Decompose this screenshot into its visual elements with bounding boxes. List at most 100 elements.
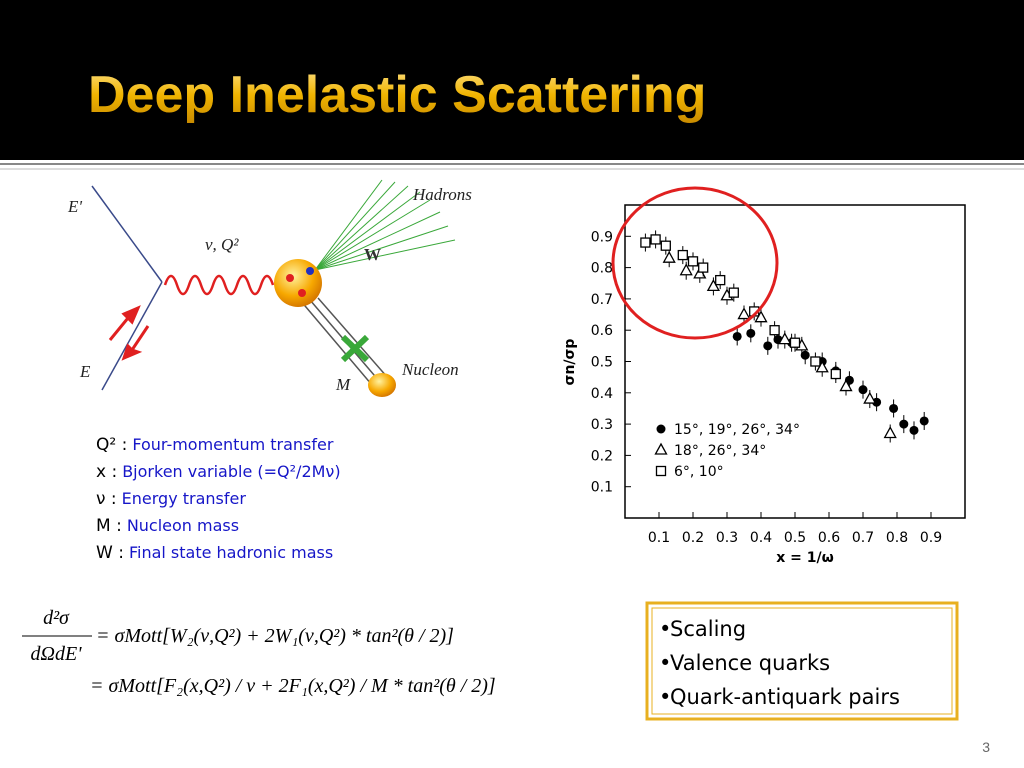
arrow (121, 325, 150, 361)
definition-text: Four-momentum transfer (132, 435, 334, 454)
data-point (872, 397, 882, 407)
y-tick-label: 0.5 (591, 355, 613, 371)
x-tick-label: 0.8 (886, 530, 908, 546)
x-tick-label: 0.4 (750, 530, 772, 546)
slide-title: Deep Inelastic Scattering (88, 66, 706, 124)
diagram-label: Hadrons (412, 185, 472, 204)
bullet-text: Valence quarks (670, 651, 830, 675)
definition-text: Energy transfer (122, 489, 247, 508)
chart: 0.1 0.2 0.3 0.4 0.5 0.6 0.7 0.8 0.9 0.1 0.2 0.3 0.4 0… (562, 204, 966, 566)
bullet-text: Quark-antiquark pairs (670, 685, 900, 709)
y-tick-label: 0.1 (591, 480, 613, 496)
data-point (754, 310, 768, 323)
y-tick-label: 0.9 (591, 229, 613, 245)
diagram-label: E' (67, 197, 82, 216)
quark (298, 289, 306, 297)
x-tick-label: 0.1 (648, 530, 670, 546)
data-point (789, 337, 801, 348)
data-point (698, 262, 709, 273)
data-point (810, 356, 821, 367)
definition-text: Nucleon mass (127, 516, 239, 535)
photon (163, 274, 275, 296)
data-point (662, 250, 676, 263)
x-tick-label: 0.5 (784, 530, 806, 546)
y-tick-label: 0.8 (591, 261, 613, 277)
definition-symbol: Q² : (96, 435, 127, 455)
bullet-dot: • (659, 651, 671, 675)
data-point (839, 379, 853, 392)
x-tick-label: 0.3 (716, 530, 738, 546)
title-band (0, 0, 1024, 160)
definitions: Q² : Four-momentum transfer x : Bjorken var… (96, 435, 341, 563)
y-tick-label: 0.4 (591, 386, 613, 402)
y-tick-label: 0.3 (591, 417, 613, 433)
formula-line: = σMott[F₂(x,Q²) / ν + 2F₁(x,Q²) / M * t… (90, 675, 496, 697)
formula-numerator: d²σ (43, 607, 70, 629)
definition-symbol: x : (96, 462, 117, 482)
data-point (883, 426, 897, 439)
data-point (660, 240, 671, 251)
x-axis-label: x = 1/ω (776, 550, 834, 566)
data-point (640, 237, 651, 248)
nucleon-line (299, 299, 373, 386)
data-point (863, 391, 877, 404)
data-point (919, 416, 929, 426)
data-point (732, 331, 742, 341)
diagram-label: Nucleon (401, 360, 459, 379)
diagram-label: M (335, 375, 351, 394)
target-blob (274, 259, 322, 307)
bullet-dot: • (659, 617, 671, 641)
definition-symbol: W : (96, 543, 124, 563)
x-tick-label: 0.7 (852, 530, 874, 546)
highlight-circle (611, 186, 779, 340)
data-point (830, 368, 841, 380)
bullet-box (645, 601, 959, 721)
x-tick-label: 0.2 (682, 530, 704, 546)
data-point (706, 279, 720, 292)
x-tick-label: 0.9 (920, 530, 942, 546)
data-point (815, 360, 829, 373)
legend-label: 15°, 19°, 26°, 34° (674, 422, 800, 438)
diagram-label: E (79, 362, 91, 381)
data-point (899, 419, 909, 429)
page-number: 3 (982, 739, 990, 755)
data-point (737, 307, 751, 320)
formula-denominator: dΩdE' (31, 643, 83, 665)
data-point (650, 234, 661, 245)
definition-text: Bjorken variable (=Q²/2Mν) (122, 462, 340, 481)
data-point (679, 263, 693, 276)
data-point (655, 465, 667, 477)
hadron-jets (314, 179, 456, 271)
data-point (800, 350, 810, 360)
definition-symbol: M : (96, 516, 122, 536)
formula-line: = σMott[W₂(ν,Q²) + 2W₁(ν,Q²) * tan²(θ / … (96, 625, 454, 647)
y-tick-label: 0.6 (591, 323, 613, 339)
quark (306, 267, 314, 275)
diagram-label: W (364, 245, 381, 264)
y-tick-label: 0.2 (591, 448, 613, 464)
legend-label: 18°, 26°, 34° (674, 443, 766, 459)
electron-out (91, 185, 163, 283)
data-point (778, 332, 792, 345)
bullet-list: •Scaling•Valence quarks•Quark-antiquark … (659, 617, 900, 709)
bullet-text: Scaling (670, 617, 746, 641)
nucleon-line (317, 297, 389, 379)
formula: d²σ dΩdE' = σMott[W₂(ν,Q²) + 2W₁(ν,Q²) *… (22, 607, 496, 697)
nucleon-blob (368, 373, 396, 397)
data-point (677, 249, 688, 261)
data-point (909, 425, 919, 435)
data-point (656, 424, 666, 434)
data-point (746, 328, 756, 338)
data-point (763, 341, 773, 351)
definition-text: Final state hadronic mass (129, 543, 333, 562)
definition-symbol: ν : (96, 489, 117, 509)
data-point (889, 403, 899, 413)
x-tick-label: 0.6 (818, 530, 840, 546)
data-point (769, 325, 780, 336)
electron-in (101, 281, 163, 391)
y-tick-label: 0.7 (591, 292, 613, 308)
y-axis-label: σn/σp (562, 339, 578, 386)
quark (286, 274, 294, 282)
data-point (728, 287, 739, 298)
data-point (654, 442, 668, 455)
